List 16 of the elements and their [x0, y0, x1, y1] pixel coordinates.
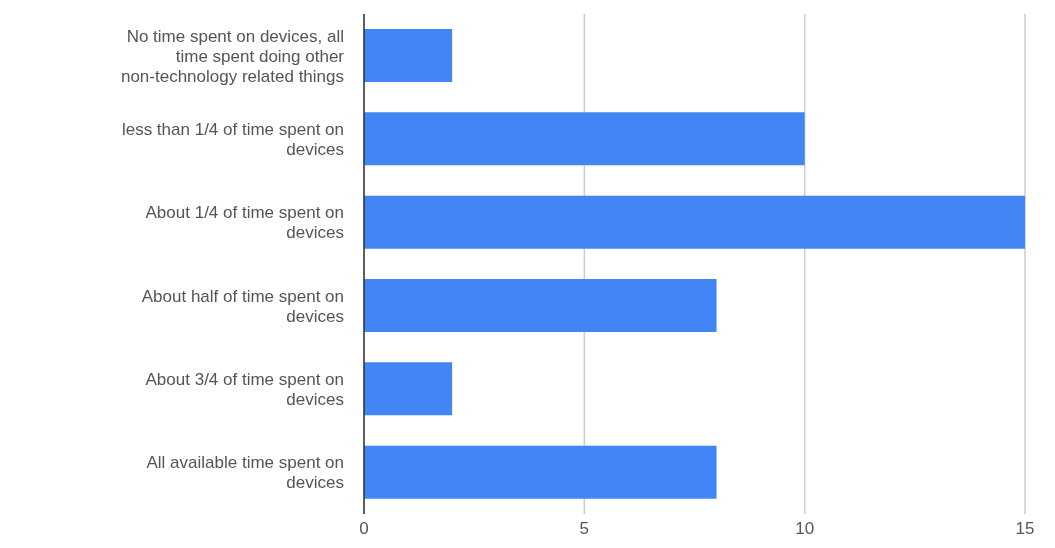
y-tick-label: About 1/4 of time spent on devices	[145, 203, 344, 243]
bar	[364, 279, 717, 332]
bar	[364, 29, 453, 82]
y-tick-label: No time spent on devices, all time spent doing other non-technology related things	[120, 26, 345, 86]
x-tick-label: 5	[579, 519, 590, 539]
bar	[364, 112, 805, 166]
x-tick-label: 10	[795, 519, 815, 539]
y-tick-label: About 3/4 of time spent on devices	[145, 370, 344, 409]
y-tick-label: About half of time spent on devices	[141, 286, 344, 326]
bar	[364, 445, 717, 499]
bar	[364, 362, 453, 416]
x-tick-label: 0	[359, 519, 369, 539]
y-tick-label: less than 1/4 of time spent on devices	[121, 120, 344, 159]
bar	[364, 195, 1025, 249]
x-tick-label: 15	[1015, 519, 1035, 539]
y-tick-label: All available time spent on devices	[146, 453, 344, 493]
